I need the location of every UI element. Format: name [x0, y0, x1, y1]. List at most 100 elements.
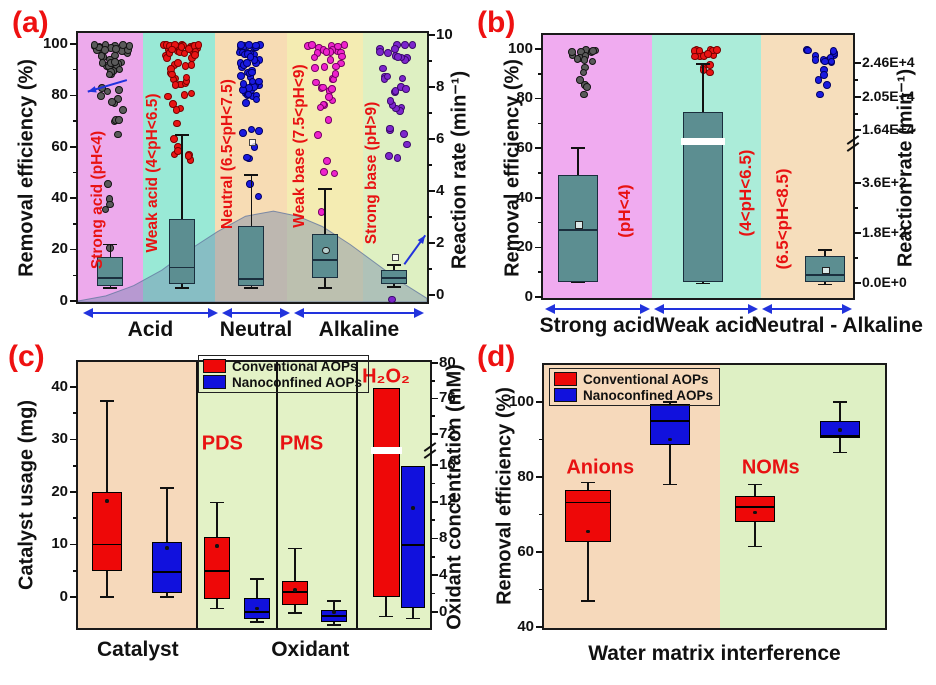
box: [238, 226, 265, 286]
scatter-point: [384, 49, 392, 58]
whisker-line: [294, 604, 296, 613]
median-line: [805, 273, 846, 276]
right-tick: [431, 464, 438, 466]
left-tick: [538, 172, 542, 174]
legend-item: Conventional AOPs: [554, 371, 713, 387]
axis-group-label: Neutral - Alkaline: [752, 314, 923, 337]
axis-break-gap: [370, 446, 402, 454]
left-tick: [535, 147, 542, 149]
mean-marker: [332, 610, 336, 614]
scatter-square: [249, 139, 257, 147]
span-arrowhead-left: [222, 308, 233, 318]
band-label-2: Neutral (6.5<pH<7.5): [219, 79, 237, 229]
left-tick: [70, 197, 77, 199]
scatter-point: [383, 72, 392, 81]
left-tick: [536, 401, 543, 403]
scatter-point: [125, 42, 134, 50]
panel-label-d: (d): [477, 340, 516, 373]
box: [564, 490, 611, 542]
median-line: [282, 590, 309, 593]
x-group-label: Catalyst: [96, 638, 179, 661]
left-tick-label: 80: [516, 89, 533, 107]
legend: Conventional AOPs Nanoconfined AOPs: [198, 355, 370, 393]
whisker-line: [250, 175, 253, 227]
panel-d-plot: Anions NOMs: [542, 363, 887, 630]
right-tick: [431, 362, 438, 364]
right-tick-label: 16: [439, 455, 456, 473]
whisker-line: [824, 249, 826, 257]
scatter-point: [180, 49, 189, 58]
median-line: [381, 276, 408, 279]
whisker-cap: [580, 481, 595, 484]
scatter-point: [244, 90, 253, 99]
scatter-point: [320, 63, 329, 71]
scatter-point: [576, 75, 584, 84]
scatter-point: [376, 48, 384, 56]
left-tick: [70, 386, 77, 388]
scatter-point: [114, 130, 122, 139]
whisker-line: [181, 135, 183, 219]
scatter-point: [308, 41, 316, 49]
whisker-cap: [288, 547, 303, 550]
scatter-point: [811, 56, 820, 64]
scatter-point: [402, 85, 410, 93]
scatter-point: [242, 99, 251, 107]
scatter-point: [567, 47, 576, 56]
scatter-point: [105, 70, 114, 79]
scatter-point: [589, 47, 597, 55]
scatter-point: [338, 52, 347, 61]
right-tick-label: 2: [436, 233, 445, 251]
median-line: [650, 419, 691, 422]
span-arrowhead-right: [207, 308, 218, 318]
scatter-point: [173, 119, 181, 128]
band-label-1: Weak acid (4<pH<6.5): [144, 93, 162, 253]
legend-swatch-conventional: [554, 372, 577, 386]
right-tick: [428, 294, 435, 296]
right-tick: [854, 282, 861, 284]
left-axis-title: Removal efficiency (%): [493, 387, 516, 605]
whisker-cap: [326, 600, 341, 602]
left-tick-label: 100: [508, 392, 534, 410]
scatter-point: [706, 61, 714, 69]
span-arrow: [90, 312, 210, 315]
whisker-cap: [210, 607, 225, 610]
scatter-point: [827, 57, 836, 66]
right-tick: [854, 207, 858, 209]
right-tick: [431, 397, 438, 400]
right-tick: [854, 257, 858, 259]
mean-marker: [575, 221, 583, 229]
median-line: [169, 266, 195, 269]
left-tick: [70, 438, 77, 441]
right-tick: [428, 242, 435, 244]
left-tick-label: 40: [517, 617, 534, 635]
scatter-point: [312, 78, 321, 87]
whisker-line: [412, 608, 414, 619]
whisker-cap: [818, 249, 833, 251]
left-tick: [73, 412, 77, 415]
scatter-point: [247, 68, 256, 77]
left-tick: [538, 271, 542, 273]
mean-marker: [411, 506, 415, 510]
scatter-point: [582, 83, 591, 91]
left-tick: [538, 221, 542, 224]
median-line: [819, 434, 860, 437]
whisker-line: [333, 622, 335, 625]
legend-item: Conventional AOPs: [203, 358, 362, 374]
axis-break-gap: [680, 137, 725, 145]
whisker-line: [754, 522, 756, 547]
left-tick: [70, 543, 77, 546]
scatter-point: [104, 179, 112, 188]
scatter-point: [580, 56, 589, 64]
right-tick: [854, 62, 861, 64]
scatter-point: [706, 68, 714, 77]
scatter-point: [170, 135, 178, 143]
axis-group-label: Weak acid: [654, 314, 758, 337]
axis-group-label: Acid: [127, 318, 174, 341]
left-tick-label: 100: [507, 39, 533, 57]
whisker-cap: [387, 264, 402, 266]
left-tick: [70, 146, 77, 148]
mean-marker: [822, 266, 830, 275]
scatter-point: [816, 90, 824, 99]
whisker-line: [166, 592, 168, 597]
box: [204, 536, 231, 600]
